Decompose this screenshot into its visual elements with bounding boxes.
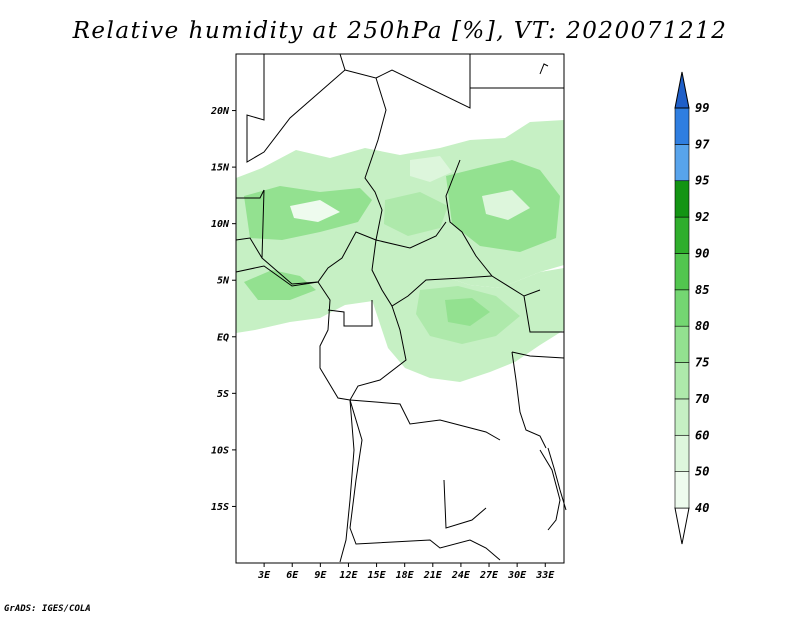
boundary-east-africa bbox=[523, 295, 564, 333]
boundary-nigeria bbox=[261, 189, 377, 285]
colorbar-label: 99 bbox=[695, 101, 709, 115]
lat-tick-label: 20N bbox=[210, 106, 230, 117]
boundary-north-west bbox=[246, 53, 346, 163]
boundary-chad-sudan bbox=[445, 159, 541, 297]
colorbar-label: 60 bbox=[695, 428, 709, 442]
humidity-region-coastal bbox=[244, 270, 316, 300]
boundary-chad-libya bbox=[375, 54, 471, 109]
colorbar-segment bbox=[674, 325, 690, 363]
colorbar: 40 50 60 70 75 80 85 90 92 95 97 99 bbox=[674, 71, 710, 545]
colorbar-segment bbox=[674, 180, 690, 218]
colorbar-segment bbox=[674, 398, 690, 436]
boundary-coastline-south bbox=[339, 399, 355, 563]
boundary-west-africa-b bbox=[235, 237, 263, 259]
lat-tick-label: 5N bbox=[217, 276, 230, 287]
lat-tick-label: 15N bbox=[211, 163, 230, 174]
humidity-gap-north bbox=[410, 156, 452, 182]
boundary-west-africa-a bbox=[236, 189, 265, 199]
lon-tick-label: 27E bbox=[479, 570, 499, 581]
colorbar-segment bbox=[674, 253, 690, 291]
humidity-gap-east bbox=[482, 190, 530, 220]
lon-tick-label: 15E bbox=[368, 570, 387, 581]
colorbar-label: 75 bbox=[695, 356, 709, 370]
humidity-region-basin-inner bbox=[445, 298, 490, 326]
boundary-lake-malawi bbox=[547, 447, 567, 511]
boundary-mozambique bbox=[539, 449, 561, 531]
lon-tick-label: 21E bbox=[423, 570, 443, 581]
humidity-field bbox=[236, 120, 564, 382]
lat-tick-label: EQ bbox=[217, 332, 229, 343]
colorbar-label: 85 bbox=[695, 283, 709, 297]
colorbar-label: 90 bbox=[695, 246, 709, 260]
lon-tick-label: 33E bbox=[535, 570, 555, 581]
boundary-congo-drc bbox=[349, 305, 501, 561]
boundary-gabon bbox=[327, 300, 373, 327]
colorbar-label: 95 bbox=[695, 174, 709, 188]
lat-tick-label: 15S bbox=[211, 502, 229, 513]
lat-tick-label: 10N bbox=[211, 219, 230, 230]
colorbar-segment bbox=[674, 362, 690, 400]
boundary-north-central bbox=[344, 69, 387, 241]
colorbar-segment bbox=[674, 289, 690, 327]
colorbar-label: 92 bbox=[695, 210, 709, 224]
colorbar-segment bbox=[674, 216, 690, 254]
colorbar-lower-arrow bbox=[674, 507, 690, 545]
lon-tick-label: 12E bbox=[339, 570, 358, 581]
latitude-axis: 20N 15N 10N 5N EQ 5S 10S 15S bbox=[210, 106, 236, 513]
humidity-region-center-core bbox=[384, 192, 448, 236]
map-frame bbox=[235, 53, 565, 564]
lon-tick-label: 9E bbox=[314, 570, 327, 581]
lon-tick-label: 6E bbox=[286, 570, 299, 581]
boundary-lake-tanganyika bbox=[511, 351, 547, 449]
colorbar-segment bbox=[674, 434, 690, 472]
longitude-axis: 3E 6E 9E 12E 15E 18E 21E 24E 27E 30E 33E bbox=[257, 563, 555, 581]
lon-tick-label: 24E bbox=[451, 570, 471, 581]
colorbar-upper-arrow bbox=[674, 71, 690, 109]
boundary-sahara-east bbox=[539, 63, 549, 75]
boundary-car-cameroon bbox=[371, 239, 493, 307]
lat-tick-label: 5S bbox=[217, 389, 229, 400]
colorbar-segment bbox=[674, 144, 690, 182]
humidity-gap-west bbox=[290, 200, 340, 222]
lon-tick-label: 3E bbox=[257, 570, 271, 581]
lon-tick-label: 30E bbox=[507, 570, 527, 581]
colorbar-label: 80 bbox=[695, 319, 709, 333]
colorbar-label: 70 bbox=[695, 392, 709, 406]
colorbar-segment bbox=[674, 107, 690, 145]
colorbar-segment bbox=[674, 471, 690, 509]
boundary-uganda-kenya bbox=[511, 351, 565, 359]
colorbar-label: 40 bbox=[695, 501, 709, 515]
map-panel: 20N 15N 10N 5N EQ 5S 10S 15S 3E 6E 9E 12E 15E 18E 21E… bbox=[210, 53, 567, 581]
boundary-coastline-gulf bbox=[235, 265, 351, 401]
colorbar-label: 50 bbox=[695, 465, 709, 479]
grads-credit: GrADS: IGES/COLA bbox=[4, 604, 91, 614]
boundary-chad-car bbox=[375, 221, 447, 249]
colorbar-label: 97 bbox=[695, 137, 710, 151]
country-boundaries bbox=[235, 53, 567, 563]
lon-tick-label: 18E bbox=[396, 570, 415, 581]
boundary-zambia bbox=[443, 479, 487, 529]
boundary-angola bbox=[349, 399, 501, 441]
lat-tick-label: 10S bbox=[211, 445, 229, 456]
map-title: Relative humidity at 250hPa [%], VT: 202… bbox=[72, 18, 728, 44]
